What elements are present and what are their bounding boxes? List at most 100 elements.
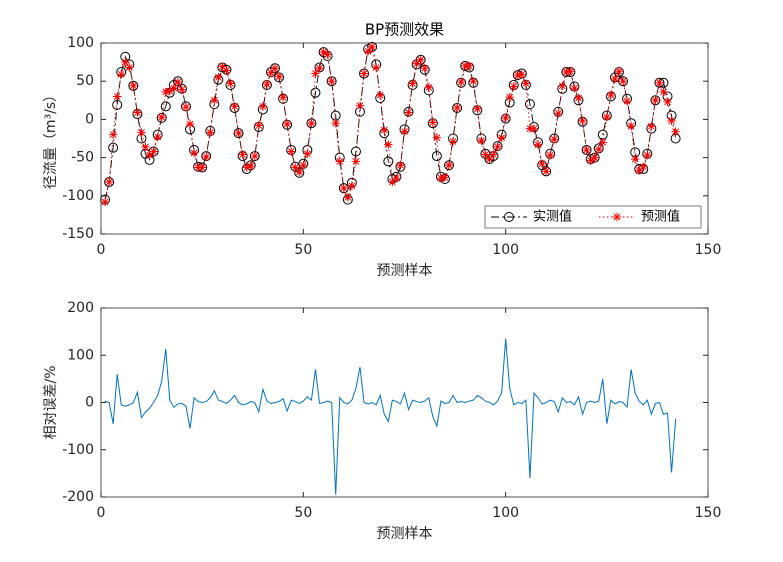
- star-marker: [400, 127, 409, 136]
- star-marker: [533, 140, 543, 149]
- circle-marker: [524, 99, 535, 110]
- star-marker: [380, 125, 389, 135]
- star-marker: [420, 64, 429, 73]
- star-marker: [177, 85, 187, 94]
- star-marker: [440, 173, 450, 182]
- legend-marker: [612, 212, 622, 222]
- star-marker: [351, 157, 361, 166]
- star-marker: [452, 103, 462, 113]
- star-marker: [145, 151, 154, 160]
- star-marker: [112, 92, 122, 101]
- star-marker: [262, 80, 272, 89]
- star-marker: [347, 181, 357, 191]
- x-tick-label: 150: [695, 242, 722, 258]
- star-marker: [104, 177, 114, 187]
- plot-area: [101, 43, 708, 234]
- star-marker: [606, 90, 616, 100]
- star-marker: [371, 63, 381, 72]
- star-marker: [335, 157, 344, 166]
- legend-label: 实测值: [533, 209, 572, 225]
- star-marker: [481, 150, 490, 159]
- star-marker: [222, 66, 231, 75]
- star-marker: [469, 77, 478, 86]
- star-marker: [311, 69, 320, 78]
- star-marker: [444, 161, 454, 170]
- star-marker: [250, 151, 259, 161]
- star-marker: [149, 147, 158, 156]
- star-marker: [558, 81, 567, 90]
- star-marker: [517, 70, 527, 79]
- star-marker: [562, 67, 571, 77]
- star-marker: [299, 161, 308, 170]
- series-line: [104, 46, 677, 202]
- x-tick-label: 150: [695, 505, 722, 521]
- star-marker: [465, 61, 474, 71]
- star-marker: [153, 132, 162, 142]
- y-tick-label: -50: [71, 150, 94, 166]
- circle-marker: [338, 183, 349, 194]
- star-marker: [594, 144, 603, 154]
- star-marker: [157, 112, 166, 122]
- circle-marker: [310, 87, 321, 98]
- star-marker: [278, 93, 288, 102]
- circle-marker: [233, 128, 244, 139]
- star-marker: [197, 163, 207, 172]
- star-marker: [550, 135, 559, 144]
- star-marker: [416, 55, 425, 65]
- star-marker: [185, 119, 195, 129]
- star-marker: [242, 163, 251, 172]
- star-marker: [202, 152, 211, 162]
- star-marker: [355, 101, 365, 110]
- star-marker: [428, 118, 438, 127]
- star-marker: [206, 128, 215, 137]
- star-marker: [129, 81, 138, 90]
- star-marker: [133, 108, 142, 117]
- y-tick-label: 200: [67, 300, 94, 316]
- star-marker: [635, 166, 644, 175]
- star-marker: [614, 67, 624, 76]
- circle-marker: [306, 118, 317, 129]
- y-tick-label: 0: [85, 111, 94, 127]
- circle-marker: [650, 95, 661, 106]
- circle-marker: [359, 68, 370, 79]
- y-axis-label: 相对误差/%: [43, 365, 59, 439]
- star-marker: [343, 193, 353, 202]
- star-marker: [497, 133, 506, 142]
- star-marker: [315, 64, 324, 73]
- circle-marker: [249, 151, 260, 162]
- circle-marker: [444, 160, 455, 171]
- star-marker: [230, 102, 239, 111]
- star-marker: [327, 77, 336, 86]
- y-tick-label: 100: [67, 35, 94, 51]
- star-marker: [246, 161, 255, 171]
- circle-marker: [618, 76, 629, 87]
- circle-marker: [431, 151, 442, 162]
- star-marker: [218, 62, 227, 71]
- star-marker: [477, 136, 486, 145]
- star-marker: [408, 79, 417, 88]
- star-marker: [630, 154, 640, 164]
- star-marker: [254, 121, 264, 130]
- y-axis-label: 径流量（m³/s）: [43, 88, 59, 189]
- x-tick-label: 0: [97, 242, 106, 258]
- x-tick-label: 50: [294, 505, 312, 521]
- circle-marker: [452, 102, 463, 113]
- x-tick-label: 100: [492, 505, 519, 521]
- star-marker: [659, 87, 668, 97]
- star-marker: [574, 93, 583, 103]
- star-marker: [485, 154, 494, 164]
- star-marker: [323, 50, 332, 59]
- plot-content: [104, 338, 677, 495]
- star-marker: [266, 68, 276, 77]
- star-marker: [291, 163, 300, 172]
- star-marker: [489, 150, 498, 159]
- circle-marker: [108, 142, 119, 153]
- chart-title: BP预测效果: [365, 21, 444, 39]
- star-marker: [282, 119, 292, 129]
- circle-marker: [541, 166, 552, 177]
- star-marker: [505, 93, 514, 102]
- star-marker: [590, 153, 599, 162]
- star-marker: [108, 130, 118, 139]
- star-marker: [404, 108, 413, 117]
